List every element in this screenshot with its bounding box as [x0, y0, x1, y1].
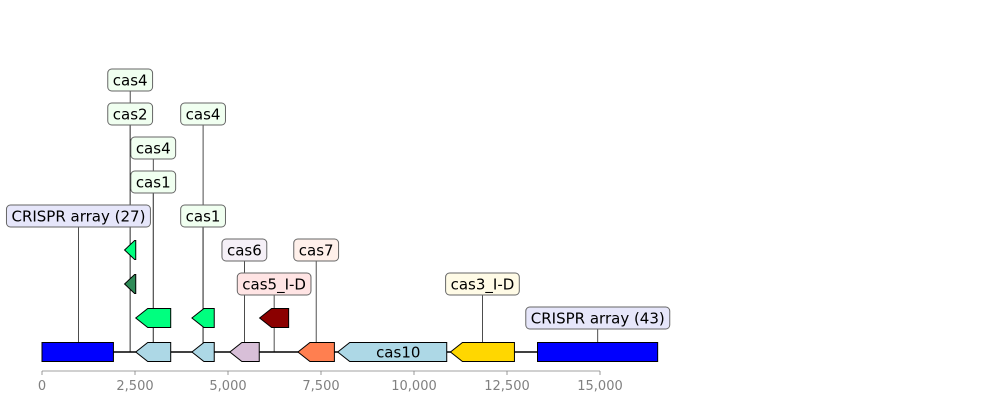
label-text: cas4: [113, 72, 148, 90]
gene-feature: [134, 342, 172, 362]
feature-label: cas1: [180, 204, 226, 228]
label-box: [293, 238, 340, 262]
gene-feature: [123, 240, 137, 260]
gene-feature: [41, 342, 114, 362]
gene-feature: [134, 308, 172, 328]
label-text: CRISPR array (27): [11, 208, 145, 226]
feature-label: cas4: [107, 68, 154, 92]
label-box: [5, 204, 151, 228]
x-tick-label: 2,500: [116, 379, 153, 394]
x-tick-label: 10,000: [391, 379, 437, 394]
label-text: CRISPR array (43): [531, 310, 665, 328]
label-text: cas3_I-D: [451, 276, 515, 295]
x-tick-label: 15,000: [577, 379, 623, 394]
label-box: [180, 204, 226, 228]
gene-feature: [229, 342, 260, 362]
x-tick-label: 12,500: [484, 379, 530, 394]
gene-feature: [336, 342, 448, 362]
feature-label: cas7: [293, 238, 340, 262]
label-box: [525, 306, 671, 330]
feature-label: CRISPR array (27): [5, 204, 151, 228]
label-box: [221, 238, 268, 262]
label-text: cas6: [227, 242, 262, 260]
feature-label: cas4: [180, 102, 226, 126]
label-text: cas4: [186, 106, 221, 124]
feature-label: cas1: [130, 170, 177, 194]
label-box: [107, 68, 154, 92]
gene-feature: [191, 308, 215, 328]
x-tick-label: 7,500: [302, 379, 339, 394]
gene-features: cas10: [41, 206, 659, 362]
label-text: cas4: [136, 140, 171, 158]
x-tick-label: 0: [38, 379, 46, 394]
gene-feature: [258, 308, 290, 328]
feature-label: cas6: [221, 238, 268, 262]
gene-feature: [537, 342, 659, 362]
feature-labels: CRISPR array (27) cas1 cas4 cas2 cas4 cas1 cas…: [5, 68, 671, 330]
feature-label: cas2: [107, 102, 154, 126]
label-text: cas2: [113, 106, 148, 124]
feature-label: cas3_I-D: [445, 272, 520, 296]
feature-label: cas5_I-D: [236, 272, 312, 296]
feature-label: cas4: [130, 136, 177, 160]
label-box: [130, 170, 177, 194]
gene-feature: [123, 274, 137, 294]
feature-label: CRISPR array (43): [525, 306, 671, 330]
label-text: cas1: [186, 208, 221, 226]
label-box: [236, 272, 312, 296]
label-box: [180, 102, 226, 126]
label-text: cas5_I-D: [242, 276, 306, 295]
x-axis: 0 2,500 5,000 7,500 10,000 12,500 15,000: [38, 370, 623, 394]
label-box: [107, 102, 154, 126]
label-box: [130, 136, 177, 160]
label-box: [445, 272, 520, 296]
label-text: cas1: [136, 174, 171, 192]
gene-feature: [191, 342, 215, 362]
gene-feature: [449, 342, 515, 362]
x-tick-label: 5,000: [209, 379, 246, 394]
label-text: cas7: [299, 242, 334, 260]
gene-inline-label: cas10: [376, 344, 420, 362]
gene-feature: [297, 342, 335, 362]
